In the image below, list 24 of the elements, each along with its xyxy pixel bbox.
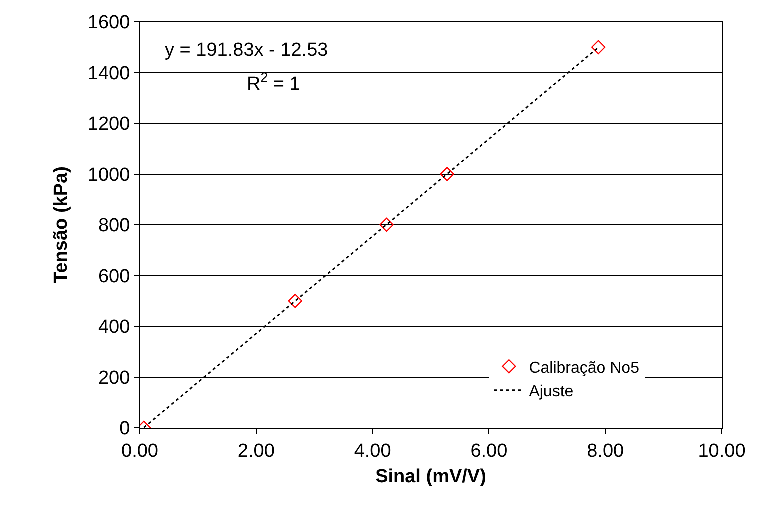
- y-axis-title: Tensão (kPa): [50, 166, 72, 284]
- legend-label: Calibração No5: [529, 360, 640, 377]
- y-tick-label: 1600: [88, 12, 130, 34]
- y-tick-label: 800: [98, 216, 130, 237]
- y-tick-label: 200: [98, 368, 130, 389]
- x-tick-label: 10.00: [698, 440, 746, 462]
- point: [440, 167, 454, 182]
- y-tick-label: 600: [98, 266, 130, 288]
- legend-label: Ajuste: [529, 384, 574, 401]
- y-tick-label: 1200: [88, 114, 130, 136]
- y-tick-label: 0: [120, 418, 130, 440]
- x-axis-title: Sinal (mV/V): [376, 466, 486, 488]
- y-tick-label: 1000: [88, 164, 130, 186]
- annotation: y = 191.83x - 12.53: [165, 40, 328, 61]
- x-tick-label: 8.00: [587, 440, 624, 462]
- x-tick-label: 6.00: [470, 440, 508, 462]
- x-tick-label: 4.00: [354, 440, 392, 462]
- point: [380, 218, 394, 232]
- y-tick-label: 1400: [88, 63, 130, 84]
- x-tick-label: 2.00: [238, 440, 275, 462]
- x-tick-label: 0.00: [122, 440, 158, 462]
- point: [592, 40, 606, 54]
- y-tick-label: 400: [98, 317, 130, 338]
- point: [288, 294, 302, 308]
